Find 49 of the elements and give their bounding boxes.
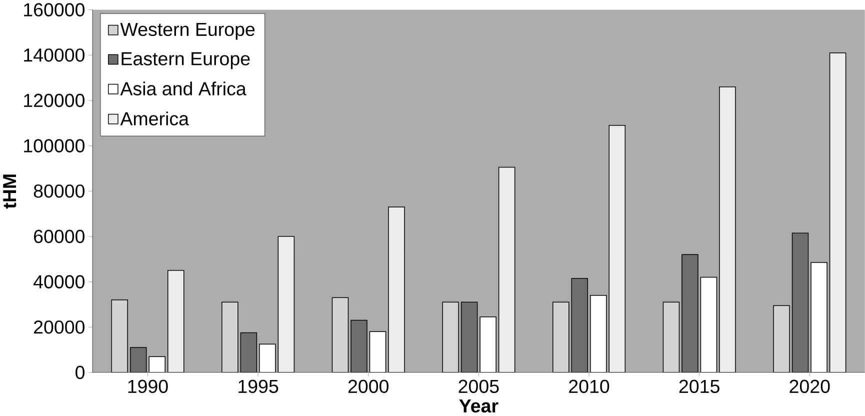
x-axis-title: Year [459, 400, 498, 413]
bar [167, 270, 184, 373]
bar [552, 302, 570, 373]
y-tick-label: 20000 [34, 320, 84, 334]
bar [278, 236, 295, 373]
y-tick-label: 140000 [24, 48, 84, 62]
y-tick-label: 120000 [24, 94, 84, 108]
bar [388, 206, 405, 373]
bar [700, 277, 718, 373]
x-tick-label: 2005 [458, 380, 499, 394]
legend-label: Asia and Africa [120, 82, 246, 96]
bar [810, 262, 828, 373]
bar [460, 302, 478, 373]
bar [662, 302, 680, 373]
bar [369, 331, 386, 373]
bar [111, 300, 128, 373]
x-tick-label: 2015 [679, 380, 720, 394]
bar [350, 320, 368, 373]
y-tick-label: 40000 [34, 275, 84, 289]
bar [332, 297, 349, 373]
x-tick-label: 2010 [569, 380, 610, 394]
legend-label: Eastern Europe [122, 52, 250, 70]
y-tick-label: 100000 [24, 139, 84, 153]
bar [829, 52, 846, 373]
bar [571, 278, 588, 373]
y-tick-label: 160000 [24, 3, 84, 17]
bar [480, 316, 496, 373]
bar [773, 305, 790, 373]
legend-label: America [120, 112, 190, 126]
bar [498, 167, 516, 373]
y-tick-label: 60000 [34, 230, 84, 244]
bar [240, 332, 258, 373]
bar [222, 302, 238, 373]
bar [442, 302, 459, 373]
bar [130, 347, 147, 373]
x-tick-label: 1990 [128, 380, 168, 394]
x-tick-label: 2000 [348, 380, 388, 394]
x-tick-label: 1995 [238, 380, 278, 394]
bar [608, 125, 626, 373]
bar [792, 232, 809, 373]
x-tick-label: 2020 [790, 380, 830, 394]
bar [259, 344, 276, 373]
bar [590, 295, 607, 373]
y-tick-label: 80000 [34, 184, 84, 198]
bar [682, 254, 698, 373]
y-axis-title: tHM [3, 174, 16, 209]
legend-label: Western Europe [120, 23, 255, 40]
y-tick-label: 0 [76, 366, 85, 380]
bar [719, 86, 736, 373]
